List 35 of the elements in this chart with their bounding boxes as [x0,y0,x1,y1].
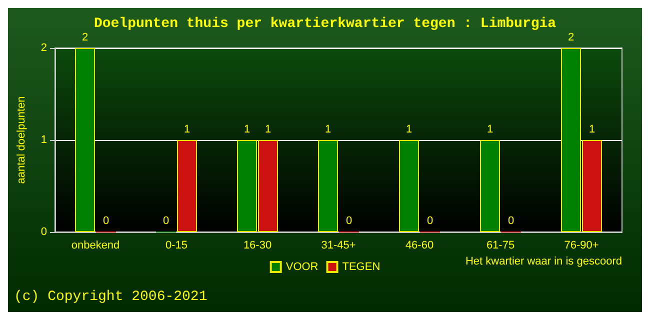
y-axis-title: aantal doelpunten [16,96,28,184]
data-label: 0 [426,215,434,227]
data-label: 0 [162,215,170,227]
y-tick-label: 2 [40,42,47,54]
data-label: 1 [486,124,494,136]
x-tick-label: 61-75 [486,240,515,252]
data-label: 0 [102,215,110,227]
bar [480,140,500,232]
data-label: 1 [184,124,190,136]
y-tick-label: 0 [40,226,47,238]
y-tick-label: 1 [40,134,47,146]
legend-label: VOOR [286,261,318,273]
data-label: 1 [244,124,250,136]
x-tick-label: 46-60 [405,240,434,252]
data-label: 0 [346,215,352,227]
x-tick-label: 0-15 [165,240,188,252]
bar [75,48,95,232]
data-label: 2 [568,32,574,44]
x-tick-label: 16-30 [243,240,272,252]
x-axis-title: Het kwartier waar in is gescoord [465,256,622,268]
data-label: 1 [406,124,412,136]
legend-label: TEGEN [342,261,380,273]
data-label: 1 [588,124,596,136]
bar [318,140,338,232]
bar [399,140,419,232]
data-label: 1 [324,124,332,136]
x-tick-label: 76-90+ [564,240,599,252]
data-label: 2 [82,32,88,44]
data-label: 1 [264,124,272,136]
data-label: 0 [508,215,514,227]
x-tick-label: 31-45+ [321,240,356,252]
chart-title: Doelpunten thuis per kwartierkwartier tegen : Limburgia [94,16,557,32]
x-tick-label: onbekend [71,240,120,252]
bar [177,140,197,232]
text: (c) Copyright 2006-2021 [14,289,208,305]
